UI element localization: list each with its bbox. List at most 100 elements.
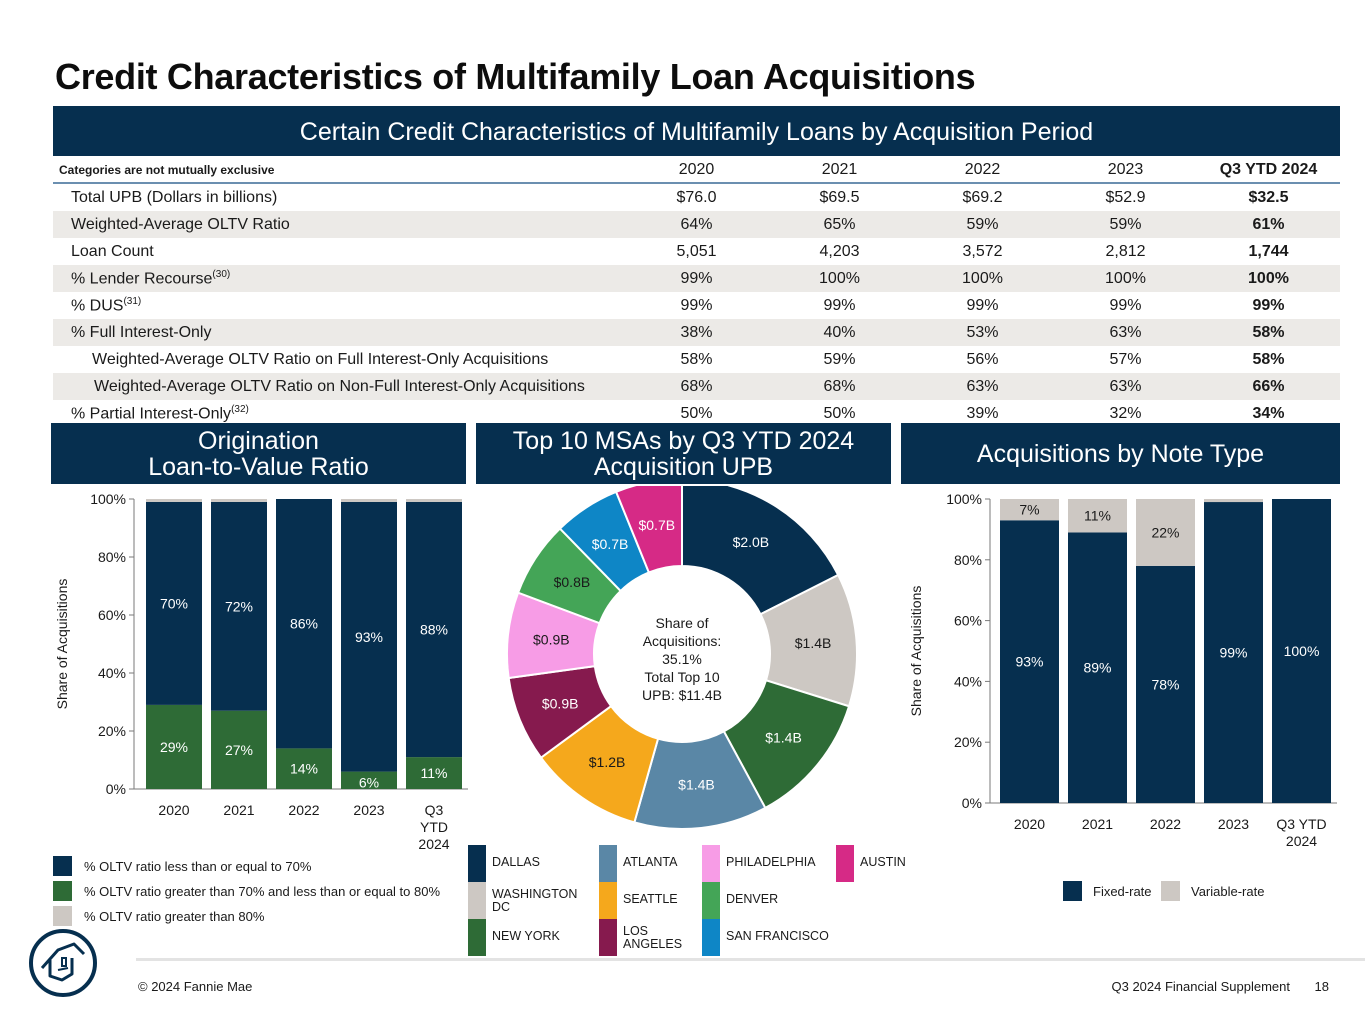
table-note: Categories are not mutually exclusive (53, 158, 625, 184)
table-cell: 57% (1109, 350, 1142, 368)
legend-label: % OLTV ratio greater than 70% and less t… (84, 884, 441, 899)
table-row: Total UPB (Dollars in billions) $76.0 $69.… (53, 183, 1340, 211)
bar-segment (211, 710, 267, 789)
x-tick-label: 2022 (1150, 816, 1181, 832)
table-cell: 2,812 (1105, 242, 1146, 260)
table-row: Weighted-Average OLTV Ratio on Full Inte… (53, 346, 1340, 373)
msa-section-header: Top 10 MSAs by Q3 YTD 2024 Acquisition U… (476, 423, 891, 484)
y-tick-label: 60% (98, 607, 126, 623)
data-label: 11% (421, 765, 448, 781)
bar-segment (146, 501, 202, 705)
slice-label: $0.7B (638, 517, 675, 533)
donut-center-text: Acquisitions: (643, 633, 722, 649)
table-cell: 100% (911, 265, 1054, 292)
column-header: 2022 (911, 158, 1054, 184)
x-tick-label: 2024 (1286, 833, 1317, 849)
donut-center-text: Total Top 10 (644, 669, 719, 685)
data-label: 27% (225, 742, 253, 758)
table-cell: 58% (1197, 319, 1340, 346)
x-tick-label: Q3 YTD (1276, 816, 1326, 832)
legend-swatch (599, 845, 617, 882)
bar-segment (1000, 499, 1059, 521)
x-tick-label: 2021 (223, 802, 254, 818)
row-label: Loan Count (53, 238, 625, 265)
table-cell: 99% (680, 296, 713, 314)
column-header: 2023 (1054, 158, 1197, 184)
footer-page-number: 18 (1314, 979, 1329, 994)
row-label-text: Weighted-Average OLTV Ratio (71, 215, 290, 233)
table-cell: 1,744 (1248, 242, 1289, 260)
data-label: 29% (160, 739, 188, 755)
bar-segment (1204, 499, 1263, 503)
bar-segment (1068, 499, 1127, 533)
legend-swatch (468, 882, 486, 919)
table-cell: 65% (768, 211, 911, 238)
legend-label-line: SAN FRANCISCO (726, 929, 829, 943)
legend-label-line: PHILADELPHIA (726, 855, 816, 869)
table-cell: $52.9 (1105, 188, 1146, 206)
legend-swatch (1063, 881, 1082, 901)
slice-label: $0.9B (542, 695, 579, 711)
x-tick-label: YTD (420, 819, 448, 835)
row-label: % Lender Recourse(30) (53, 265, 625, 292)
table-cell: 50% (680, 404, 713, 422)
table-cell: 63% (1054, 319, 1197, 346)
x-tick-label: 2021 (1082, 816, 1113, 832)
y-tick-label: 0% (962, 795, 982, 811)
table-cell: $69.5 (819, 188, 860, 206)
legend-label: LOS ANGELES (623, 925, 682, 951)
row-label: Total UPB (Dollars in billions) (53, 183, 625, 211)
legend-label-line: DC (492, 900, 511, 914)
bar-segment (406, 499, 462, 502)
table-cell: 61% (1197, 211, 1340, 238)
table-row: % Full Interest-Only 38% 40% 53% 63% 58% (53, 319, 1340, 346)
y-tick-label: 80% (954, 552, 982, 568)
table-cell: 3,572 (962, 242, 1003, 260)
column-header: 2020 (625, 158, 768, 184)
note-type-section-header: Acquisitions by Note Type (901, 423, 1340, 484)
row-label-text: % Full Interest-Only (71, 323, 212, 341)
msa-title-line1: Top 10 MSAs by Q3 YTD 2024 (512, 426, 855, 455)
data-label: 88% (420, 622, 448, 638)
row-label: % DUS(31) (53, 292, 625, 319)
table-cell: 4,203 (819, 242, 860, 260)
table-cell: 99% (1252, 296, 1285, 314)
x-tick-label: 2023 (353, 802, 384, 818)
table-cell: 100% (1197, 265, 1340, 292)
slice-label: $1.4B (765, 730, 802, 746)
donut-slice (614, 486, 683, 574)
data-label: 93% (355, 629, 383, 645)
legend-label-line: LOS (623, 924, 649, 938)
y-tick-label: 0% (106, 781, 126, 797)
legend-label-line: DENVER (726, 892, 779, 906)
fannie-mae-logo (29, 929, 97, 997)
table-cell: 39% (966, 404, 999, 422)
legend-label: PHILADELPHIA (726, 856, 816, 869)
slice-label: $0.8B (554, 574, 591, 590)
table-cell: 56% (966, 350, 999, 368)
bar-segment (276, 748, 332, 789)
legend-swatch (702, 919, 720, 956)
table-cell: 99% (1109, 296, 1142, 314)
table-cell: 68% (768, 373, 911, 400)
y-tick-label: 40% (954, 673, 982, 689)
note-type-title: Acquisitions by Note Type (976, 439, 1265, 468)
table-cell: 59% (911, 211, 1054, 238)
bar-segment (146, 499, 202, 502)
y-tick-label: 20% (98, 723, 126, 739)
data-label: 70% (160, 595, 188, 611)
legend-label-line: NEW YORK (492, 929, 560, 943)
table-cell: 100% (768, 265, 911, 292)
row-label-text: % Partial Interest-Only (71, 405, 232, 423)
row-label: % Full Interest-Only (53, 319, 625, 346)
legend-swatch (836, 845, 854, 882)
donut-center-text: UPB: $11.4B (642, 687, 722, 703)
table-header-row: Categories are not mutually exclusive 20… (53, 158, 1340, 184)
row-label: Weighted-Average OLTV Ratio on Non-Full … (53, 373, 625, 400)
table-cell: 100% (1054, 265, 1197, 292)
note-type-chart: 0% 20% 40% 60% 80% 100% Share of Acquisitions 9… (908, 491, 1337, 849)
page-title: Credit Characteristics of Multifamily Lo… (55, 56, 976, 97)
legend-swatch (599, 882, 617, 919)
data-label: 6% (359, 774, 379, 790)
column-header: 2021 (768, 158, 911, 184)
